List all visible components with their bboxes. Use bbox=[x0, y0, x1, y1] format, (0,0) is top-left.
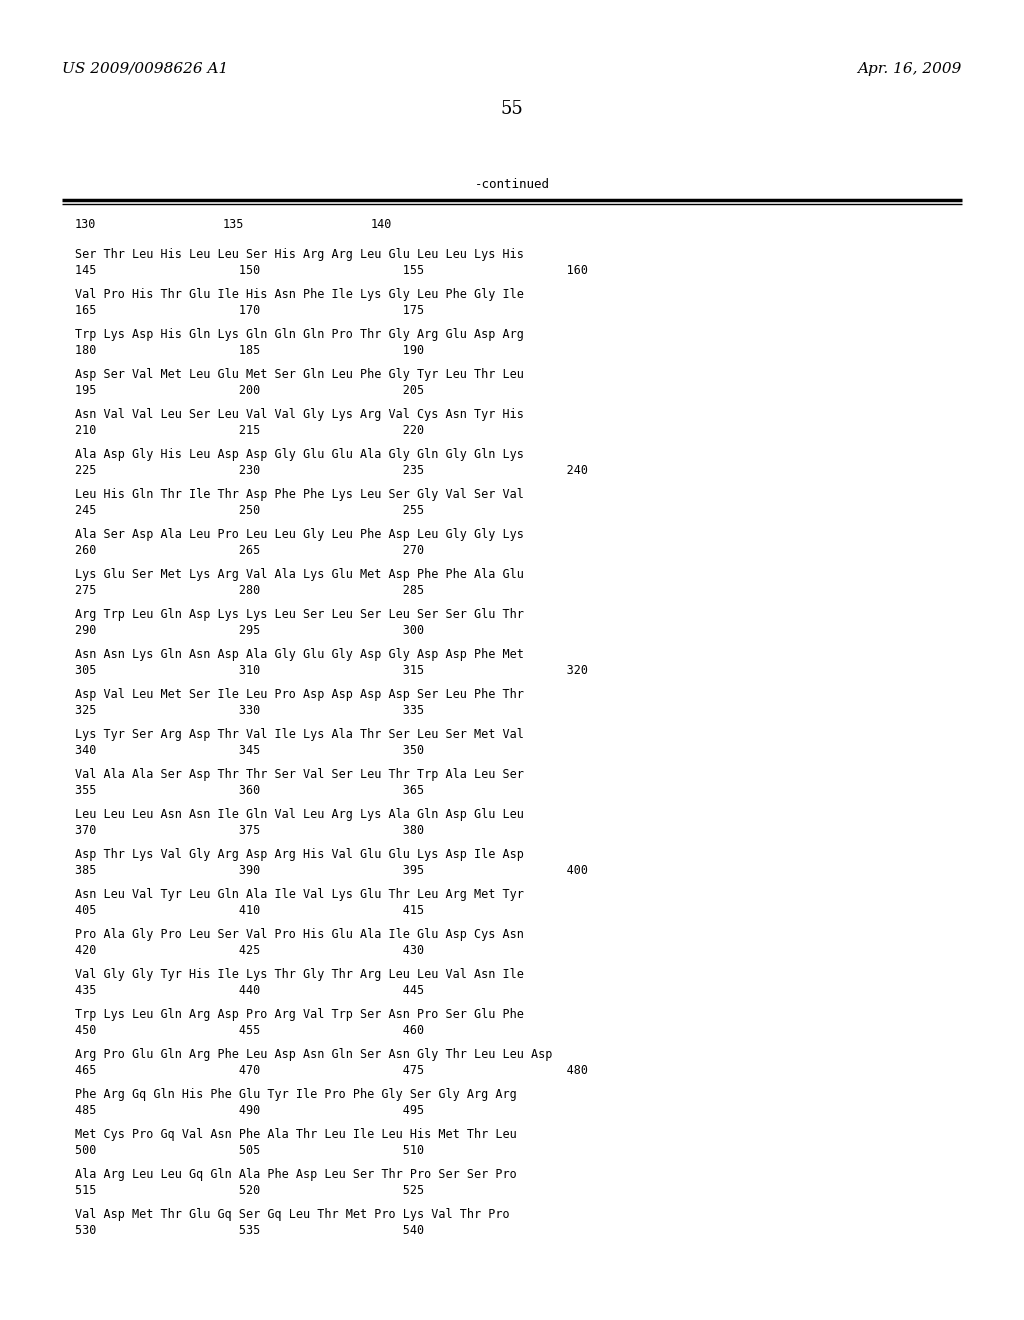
Text: 195                    200                    205: 195 200 205 bbox=[75, 384, 424, 397]
Text: 340                    345                    350: 340 345 350 bbox=[75, 744, 424, 756]
Text: 355                    360                    365: 355 360 365 bbox=[75, 784, 424, 797]
Text: 210                    215                    220: 210 215 220 bbox=[75, 424, 424, 437]
Text: 485                    490                    495: 485 490 495 bbox=[75, 1104, 424, 1117]
Text: 140: 140 bbox=[371, 218, 392, 231]
Text: Val Ala Ala Ser Asp Thr Thr Ser Val Ser Leu Thr Trp Ala Leu Ser: Val Ala Ala Ser Asp Thr Thr Ser Val Ser … bbox=[75, 768, 524, 781]
Text: Met Cys Pro Gq Val Asn Phe Ala Thr Leu Ile Leu His Met Thr Leu: Met Cys Pro Gq Val Asn Phe Ala Thr Leu I… bbox=[75, 1129, 517, 1140]
Text: 130: 130 bbox=[75, 218, 96, 231]
Text: 465                    470                    475                    480: 465 470 475 480 bbox=[75, 1064, 588, 1077]
Text: 225                    230                    235                    240: 225 230 235 240 bbox=[75, 465, 588, 477]
Text: Ser Thr Leu His Leu Leu Ser His Arg Arg Leu Glu Leu Leu Lys His: Ser Thr Leu His Leu Leu Ser His Arg Arg … bbox=[75, 248, 524, 261]
Text: Val Pro His Thr Glu Ile His Asn Phe Ile Lys Gly Leu Phe Gly Ile: Val Pro His Thr Glu Ile His Asn Phe Ile … bbox=[75, 288, 524, 301]
Text: Ala Asp Gly His Leu Asp Asp Gly Glu Glu Ala Gly Gln Gly Gln Lys: Ala Asp Gly His Leu Asp Asp Gly Glu Glu … bbox=[75, 447, 524, 461]
Text: 305                    310                    315                    320: 305 310 315 320 bbox=[75, 664, 588, 677]
Text: Lys Glu Ser Met Lys Arg Val Ala Lys Glu Met Asp Phe Phe Ala Glu: Lys Glu Ser Met Lys Arg Val Ala Lys Glu … bbox=[75, 568, 524, 581]
Text: US 2009/0098626 A1: US 2009/0098626 A1 bbox=[62, 62, 228, 77]
Text: Pro Ala Gly Pro Leu Ser Val Pro His Glu Ala Ile Glu Asp Cys Asn: Pro Ala Gly Pro Leu Ser Val Pro His Glu … bbox=[75, 928, 524, 941]
Text: 325                    330                    335: 325 330 335 bbox=[75, 704, 424, 717]
Text: 165                    170                    175: 165 170 175 bbox=[75, 304, 424, 317]
Text: 260                    265                    270: 260 265 270 bbox=[75, 544, 424, 557]
Text: -continued: -continued bbox=[474, 178, 550, 191]
Text: Ala Arg Leu Leu Gq Gln Ala Phe Asp Leu Ser Thr Pro Ser Ser Pro: Ala Arg Leu Leu Gq Gln Ala Phe Asp Leu S… bbox=[75, 1168, 517, 1181]
Text: Leu Leu Leu Asn Asn Ile Gln Val Leu Arg Lys Ala Gln Asp Glu Leu: Leu Leu Leu Asn Asn Ile Gln Val Leu Arg … bbox=[75, 808, 524, 821]
Text: Arg Pro Glu Gln Arg Phe Leu Asp Asn Gln Ser Asn Gly Thr Leu Leu Asp: Arg Pro Glu Gln Arg Phe Leu Asp Asn Gln … bbox=[75, 1048, 552, 1061]
Text: Val Gly Gly Tyr His Ile Lys Thr Gly Thr Arg Leu Leu Val Asn Ile: Val Gly Gly Tyr His Ile Lys Thr Gly Thr … bbox=[75, 968, 524, 981]
Text: Apr. 16, 2009: Apr. 16, 2009 bbox=[858, 62, 962, 77]
Text: Val Asp Met Thr Glu Gq Ser Gq Leu Thr Met Pro Lys Val Thr Pro: Val Asp Met Thr Glu Gq Ser Gq Leu Thr Me… bbox=[75, 1208, 510, 1221]
Text: Leu His Gln Thr Ile Thr Asp Phe Phe Lys Leu Ser Gly Val Ser Val: Leu His Gln Thr Ile Thr Asp Phe Phe Lys … bbox=[75, 488, 524, 502]
Text: 180                    185                    190: 180 185 190 bbox=[75, 345, 424, 356]
Text: 135: 135 bbox=[223, 218, 245, 231]
Text: Ala Ser Asp Ala Leu Pro Leu Leu Gly Leu Phe Asp Leu Gly Gly Lys: Ala Ser Asp Ala Leu Pro Leu Leu Gly Leu … bbox=[75, 528, 524, 541]
Text: 370                    375                    380: 370 375 380 bbox=[75, 824, 424, 837]
Text: 515                    520                    525: 515 520 525 bbox=[75, 1184, 424, 1197]
Text: 290                    295                    300: 290 295 300 bbox=[75, 624, 424, 638]
Text: 55: 55 bbox=[501, 100, 523, 117]
Text: 245                    250                    255: 245 250 255 bbox=[75, 504, 424, 517]
Text: 435                    440                    445: 435 440 445 bbox=[75, 983, 424, 997]
Text: 500                    505                    510: 500 505 510 bbox=[75, 1144, 424, 1158]
Text: Asp Ser Val Met Leu Glu Met Ser Gln Leu Phe Gly Tyr Leu Thr Leu: Asp Ser Val Met Leu Glu Met Ser Gln Leu … bbox=[75, 368, 524, 381]
Text: 145                    150                    155                    160: 145 150 155 160 bbox=[75, 264, 588, 277]
Text: Asp Val Leu Met Ser Ile Leu Pro Asp Asp Asp Asp Ser Leu Phe Thr: Asp Val Leu Met Ser Ile Leu Pro Asp Asp … bbox=[75, 688, 524, 701]
Text: Arg Trp Leu Gln Asp Lys Lys Leu Ser Leu Ser Leu Ser Ser Glu Thr: Arg Trp Leu Gln Asp Lys Lys Leu Ser Leu … bbox=[75, 609, 524, 620]
Text: 450                    455                    460: 450 455 460 bbox=[75, 1024, 424, 1038]
Text: 530                    535                    540: 530 535 540 bbox=[75, 1224, 424, 1237]
Text: Phe Arg Gq Gln His Phe Glu Tyr Ile Pro Phe Gly Ser Gly Arg Arg: Phe Arg Gq Gln His Phe Glu Tyr Ile Pro P… bbox=[75, 1088, 517, 1101]
Text: 405                    410                    415: 405 410 415 bbox=[75, 904, 424, 917]
Text: Trp Lys Asp His Gln Lys Gln Gln Gln Pro Thr Gly Arg Glu Asp Arg: Trp Lys Asp His Gln Lys Gln Gln Gln Pro … bbox=[75, 327, 524, 341]
Text: Trp Lys Leu Gln Arg Asp Pro Arg Val Trp Ser Asn Pro Ser Glu Phe: Trp Lys Leu Gln Arg Asp Pro Arg Val Trp … bbox=[75, 1008, 524, 1020]
Text: Asn Val Val Leu Ser Leu Val Val Gly Lys Arg Val Cys Asn Tyr His: Asn Val Val Leu Ser Leu Val Val Gly Lys … bbox=[75, 408, 524, 421]
Text: Lys Tyr Ser Arg Asp Thr Val Ile Lys Ala Thr Ser Leu Ser Met Val: Lys Tyr Ser Arg Asp Thr Val Ile Lys Ala … bbox=[75, 729, 524, 741]
Text: Asn Asn Lys Gln Asn Asp Ala Gly Glu Gly Asp Gly Asp Asp Phe Met: Asn Asn Lys Gln Asn Asp Ala Gly Glu Gly … bbox=[75, 648, 524, 661]
Text: 275                    280                    285: 275 280 285 bbox=[75, 583, 424, 597]
Text: Asn Leu Val Tyr Leu Gln Ala Ile Val Lys Glu Thr Leu Arg Met Tyr: Asn Leu Val Tyr Leu Gln Ala Ile Val Lys … bbox=[75, 888, 524, 902]
Text: 420                    425                    430: 420 425 430 bbox=[75, 944, 424, 957]
Text: Asp Thr Lys Val Gly Arg Asp Arg His Val Glu Glu Lys Asp Ile Asp: Asp Thr Lys Val Gly Arg Asp Arg His Val … bbox=[75, 847, 524, 861]
Text: 385                    390                    395                    400: 385 390 395 400 bbox=[75, 865, 588, 876]
